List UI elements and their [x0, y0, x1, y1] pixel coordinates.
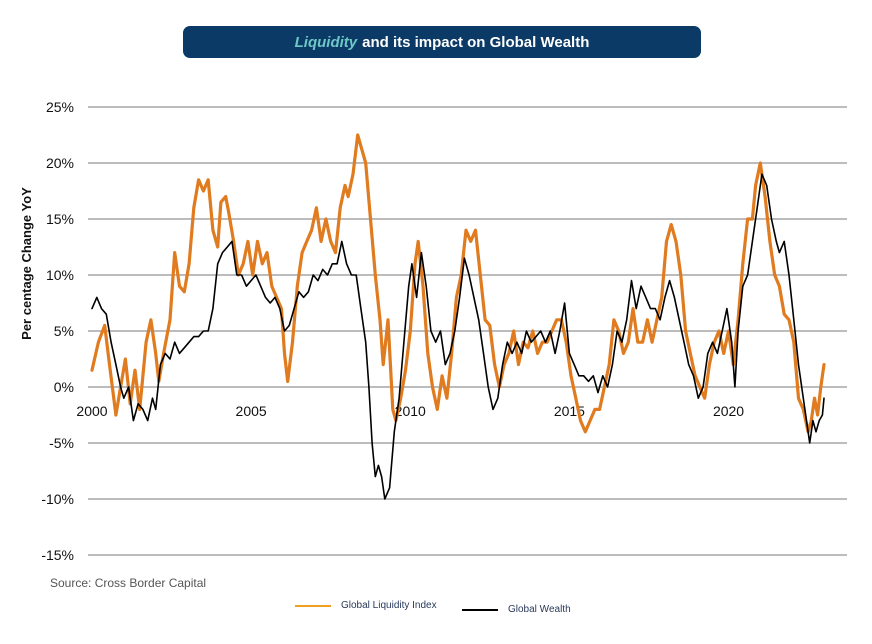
- x-tick-label: 2010: [395, 403, 426, 419]
- title-text: and its impact on Global Wealth: [362, 33, 590, 51]
- y-tick-label: 0%: [54, 379, 74, 395]
- y-tick-label: -10%: [41, 491, 74, 507]
- y-tick-label: -5%: [49, 435, 74, 451]
- y-tick-label: -15%: [41, 547, 74, 563]
- source-note: Source: Cross Border Capital: [50, 576, 207, 590]
- x-tick-label: 2020: [713, 403, 744, 419]
- legend-label-liquidity: Global Liquidity Index: [341, 600, 437, 611]
- legend-item-liquidity: Global Liquidity Index: [295, 600, 437, 611]
- chart-title-banner: Liquidity and its impact on Global Wealt…: [183, 26, 701, 58]
- y-tick-label: 10%: [46, 267, 74, 283]
- legend-swatch-liquidity: [295, 604, 331, 607]
- x-tick-label: 2005: [236, 403, 267, 419]
- y-axis-label: Per centage Change YoY: [19, 187, 34, 340]
- y-tick-label: 5%: [54, 323, 74, 339]
- y-tick-label: 20%: [46, 155, 74, 171]
- title-highlight: Liquidity: [294, 33, 358, 51]
- legend-swatch-wealth: [462, 608, 498, 611]
- legend-item-wealth: Global Wealth: [462, 604, 571, 615]
- y-tick-label: 25%: [46, 99, 74, 115]
- series-line-1: [91, 173, 825, 500]
- x-tick-label: 2000: [76, 403, 107, 419]
- y-tick-label: 15%: [46, 211, 74, 227]
- series-line-0: [90, 133, 826, 434]
- legend-label-wealth: Global Wealth: [508, 604, 571, 615]
